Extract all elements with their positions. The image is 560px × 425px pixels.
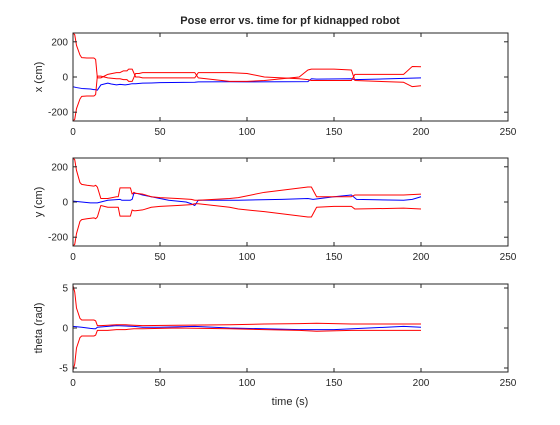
x-upper-bound-line — [73, 33, 421, 81]
theta-xtick-label: 250 — [500, 378, 517, 389]
theta-ytick-label: -5 — [59, 364, 68, 375]
x-xtick-label: 250 — [500, 127, 517, 138]
y-ytick-label: -200 — [48, 233, 68, 244]
y-xtick-label: 200 — [413, 252, 430, 263]
y-axis-label: y (cm) — [33, 187, 45, 218]
theta-xtick-label: 100 — [239, 378, 256, 389]
theta-xtick-label: 200 — [413, 378, 430, 389]
x-ytick-label: -200 — [48, 108, 68, 119]
y-xtick-label: 100 — [239, 252, 256, 263]
x-lower-bound-line — [73, 69, 421, 121]
theta-xtick-label: 50 — [154, 378, 166, 389]
y-xtick-label: 150 — [326, 252, 343, 263]
y-ytick-label: 200 — [51, 162, 68, 173]
y-axes-box — [73, 158, 508, 246]
theta-ytick-label: 5 — [62, 284, 68, 295]
theta-ytick-label: 0 — [62, 324, 68, 335]
x-xtick-label: 150 — [326, 127, 343, 138]
theta-xtick-label: 150 — [326, 378, 343, 389]
chart-title: Pose error vs. time for pf kidnapped rob… — [180, 15, 400, 27]
y-xtick-label: 250 — [500, 252, 517, 263]
x-axis-label: x (cm) — [33, 62, 45, 93]
x-ytick-label: 0 — [62, 73, 68, 84]
y-upper-bound-line — [73, 158, 421, 200]
x-xtick-label: 100 — [239, 127, 256, 138]
y-ytick-label: 0 — [62, 198, 68, 209]
x-xtick-label: 200 — [413, 127, 430, 138]
x-xtick-label: 0 — [70, 127, 76, 138]
theta-upper-bound-line — [73, 286, 421, 326]
y-lower-bound-line — [73, 204, 421, 246]
theta-plot-area — [73, 286, 421, 371]
x-plot-area — [73, 33, 421, 121]
theta-axes-box — [73, 284, 508, 372]
theta-lower-bound-line — [73, 328, 421, 370]
x-axis-label: time (s) — [272, 396, 309, 408]
theta-xtick-label: 0 — [70, 378, 76, 389]
y-plot-area — [73, 158, 421, 246]
y-xtick-label: 50 — [154, 252, 166, 263]
theta-axis-label: theta (rad) — [33, 303, 45, 354]
x-ytick-label: 200 — [51, 37, 68, 48]
x-xtick-label: 50 — [154, 127, 166, 138]
y-xtick-label: 0 — [70, 252, 76, 263]
